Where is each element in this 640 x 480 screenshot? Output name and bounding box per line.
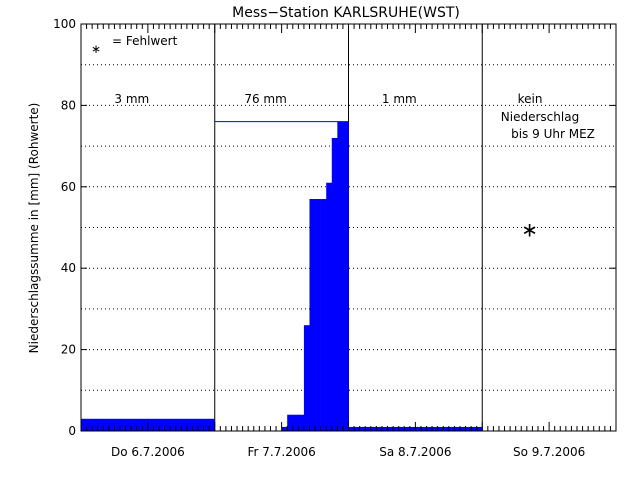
- bar: [142, 418, 149, 431]
- bar: [108, 418, 115, 431]
- y-tick-label: 60: [61, 180, 76, 194]
- bar: [387, 426, 394, 431]
- bar: [426, 426, 433, 431]
- bar: [476, 426, 483, 431]
- bar: [354, 426, 360, 431]
- bar: [331, 137, 338, 431]
- bar: [125, 418, 132, 431]
- bar: [337, 121, 344, 432]
- bar: [443, 426, 450, 431]
- y-tick-label: 100: [53, 17, 76, 31]
- bar: [192, 418, 199, 431]
- bar: [309, 199, 316, 431]
- bar: [281, 426, 288, 431]
- bar: [393, 426, 399, 431]
- bar: [103, 418, 110, 431]
- bar: [131, 418, 138, 431]
- day-label: Do 6.7.2006: [111, 445, 185, 459]
- bar: [170, 418, 177, 431]
- annotation-line-3: bis 9 Uhr MEZ: [511, 127, 595, 141]
- bar: [471, 426, 477, 431]
- annotation-line-1: kein: [518, 92, 543, 106]
- y-tick-label: 0: [68, 424, 76, 438]
- bar: [181, 418, 188, 431]
- bars: [81, 121, 483, 432]
- day-total-label: 3 mm: [114, 92, 149, 106]
- day-labels: Do 6.7.2006 Fr 7.7.2006 Sa 8.7.2006 So 9.7.…: [111, 445, 585, 459]
- day-totals: 3 mm 76 mm 1 mm: [114, 92, 416, 106]
- bar: [164, 418, 171, 431]
- bar: [415, 426, 422, 431]
- bar: [404, 426, 411, 431]
- bar: [409, 426, 416, 431]
- bar: [320, 199, 327, 431]
- bar: [420, 426, 427, 431]
- bar: [136, 418, 143, 431]
- bar: [303, 325, 310, 431]
- missing-points: ∗: [521, 218, 538, 242]
- day-label: So 9.7.2006: [513, 445, 585, 459]
- x-ticks: [80, 24, 617, 431]
- bar: [370, 426, 377, 431]
- bar: [448, 426, 455, 431]
- bar: [398, 426, 405, 431]
- bar: [92, 418, 99, 431]
- bar: [459, 426, 466, 431]
- bar: [348, 426, 355, 431]
- bar: [175, 418, 182, 431]
- bar: [359, 426, 366, 431]
- bar: [147, 418, 154, 431]
- bar: [432, 426, 438, 431]
- day-total-label: 76 mm: [244, 92, 286, 106]
- missing-value-marker: ∗: [521, 218, 538, 242]
- y-axis-label: Niederschlagssumme in [mm] (Rohwerte): [27, 103, 41, 354]
- bar: [86, 418, 93, 431]
- bar: [454, 426, 461, 431]
- bar: [97, 418, 104, 431]
- legend-symbol: ∗: [91, 42, 101, 56]
- day-label: Sa 8.7.2006: [379, 445, 451, 459]
- bar: [292, 414, 299, 431]
- bar: [465, 426, 472, 431]
- y-tick-label: 40: [61, 261, 76, 275]
- plot-frame: [80, 23, 617, 432]
- y-tick-label: 20: [61, 343, 76, 357]
- bar: [437, 426, 444, 431]
- bar: [159, 418, 165, 431]
- bar: [81, 418, 87, 431]
- bar: [209, 418, 216, 431]
- legend-text: = Fehlwert: [112, 34, 178, 48]
- bar: [203, 418, 210, 431]
- chart-title: Mess−Station KARLSRUHE(WST): [232, 5, 460, 21]
- bar: [153, 418, 160, 431]
- bar: [198, 418, 204, 431]
- y-tick-label: 80: [61, 98, 76, 112]
- bar: [342, 121, 349, 432]
- bar: [315, 199, 321, 431]
- day-label: Fr 7.7.2006: [248, 445, 316, 459]
- bar: [376, 426, 383, 431]
- bar: [326, 182, 333, 431]
- bar: [287, 414, 294, 431]
- bar: [120, 418, 126, 431]
- bar: [114, 418, 121, 431]
- annotation-line-2: Niederschlag: [501, 110, 579, 124]
- bar: [381, 426, 388, 431]
- day-total-label: 1 mm: [382, 92, 417, 106]
- bar: [186, 418, 193, 431]
- bar: [365, 426, 372, 431]
- bar: [298, 414, 305, 431]
